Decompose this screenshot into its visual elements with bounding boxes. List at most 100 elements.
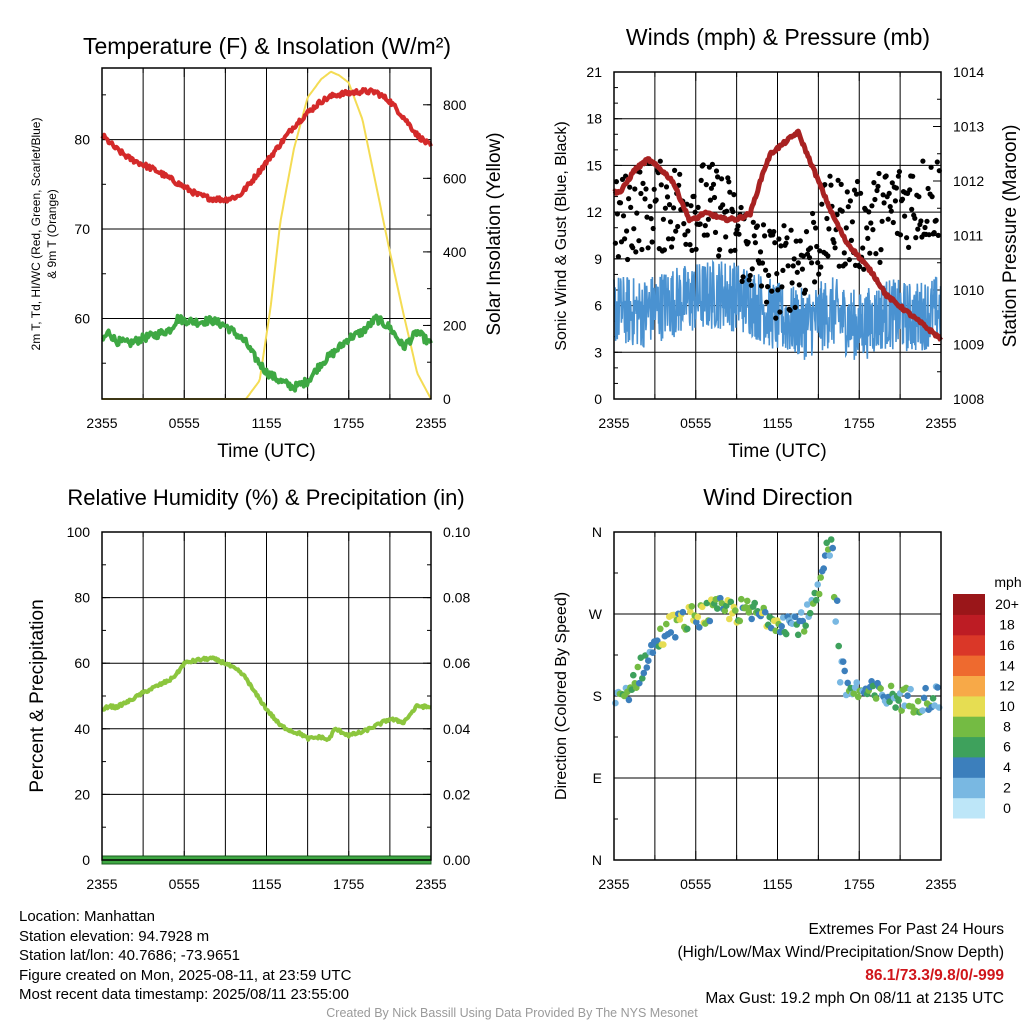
gust-point [720,202,726,208]
gust-point [614,211,621,217]
speed-colorbar: mph 0 2 4 6 8 10 12 14 16 18 20+ [953,574,1022,819]
gust-point [675,223,681,230]
gust-point [838,181,844,187]
direction-point [802,622,809,629]
gust-point [719,176,725,182]
gust-point [800,253,807,259]
gust-point [813,225,819,231]
gust-point [874,187,880,194]
gust-point [879,218,885,224]
direction-point [721,607,729,615]
direction-point [806,609,814,617]
gust-point [771,229,777,235]
direction-point [853,679,860,686]
gust-point [822,182,828,188]
gust-point [740,274,746,280]
gust-point [926,232,932,238]
y-tick-label: 6 [594,298,602,314]
x-tick-label: 2355 [598,415,629,431]
gust-point [689,247,695,253]
direction-point [907,685,914,693]
y2-tick-label: 1013 [953,119,984,135]
direction-point [751,599,758,607]
max-gust-text: Max Gust: 19.2 mph On 08/11 at 2135 UTC [705,990,1004,1007]
colorbar-tick-label: 6 [1003,739,1011,755]
gust-point [647,203,653,209]
gust-point [622,236,628,242]
gust-point [748,282,754,288]
gust-point [812,279,818,285]
x-tick-label: 1755 [844,415,875,431]
temperature-line [100,87,433,204]
direction-point [612,699,619,707]
gust-point [890,219,896,226]
gust-point [896,169,903,175]
gust-point [873,251,879,257]
gust-point [726,179,732,185]
gust-point [682,232,688,238]
gust-point [897,232,904,238]
x-tick-label: 0555 [169,415,200,431]
gust-point [669,244,675,250]
gust-point [695,204,701,210]
direction-point [693,618,700,626]
gust-point [913,235,919,241]
extremes-subtitle: (High/Low/Max Wind/Precipitation/Snow De… [677,944,1005,961]
gust-point [708,185,715,191]
x-tick-label: 1755 [333,876,364,892]
direction-point [839,658,847,665]
gust-point [912,215,918,221]
direction-point [914,697,922,705]
gust-point [835,177,841,183]
gust-point [885,216,891,222]
gust-point [831,240,837,246]
gust-point [802,287,809,293]
gust-point [634,210,640,216]
gust-point [828,182,834,188]
gust-point [751,233,757,239]
gust-point [745,239,751,245]
gust-point [864,225,870,231]
gust-point [918,218,924,224]
colorbar-tick-label: 20+ [995,596,1019,612]
created-text: Figure created on Mon, 2025-08-11, at 23… [19,966,352,984]
gust-point [716,253,722,259]
dewpoint-line [101,313,433,393]
gust-point [876,170,882,177]
gust-point [648,216,654,222]
direction-point [836,679,844,686]
x-tick-label: 0555 [169,876,200,892]
gust-point [758,283,765,289]
y-axis-label: Percent & Precipitation [27,599,48,792]
direction-point [829,544,836,552]
gust-point [842,261,848,267]
gust-point [928,164,934,170]
gust-point [877,259,883,265]
gust-point [931,230,937,236]
direction-point [649,649,657,656]
gust-point [788,227,794,233]
gust-point [861,266,867,272]
gust-point [640,180,646,186]
gust-point [895,173,902,179]
station-info: Location: Manhattan Station elevation: 9… [19,907,351,1005]
x-axis-label: Time (UTC) [217,441,316,462]
colorbar-tick-label: 8 [1003,718,1011,734]
colorbar-tick-label: 0 [1003,800,1011,816]
x-tick-label: 2355 [415,415,446,431]
gust-point [620,213,627,219]
gust-point [613,179,620,185]
gust-point [868,220,874,226]
gust-point [661,247,668,253]
gust-point [818,264,824,270]
y-tick-label: 70 [74,221,90,237]
gust-point [844,189,850,195]
y-tick-label: 18 [586,111,602,127]
gust-point [638,190,644,197]
direction-point [895,697,902,704]
y-tick-label: 0 [594,391,602,407]
gust-point [725,175,731,181]
direction-point [815,590,823,598]
gust-point [793,238,799,244]
y-tick-label: 100 [67,524,91,540]
